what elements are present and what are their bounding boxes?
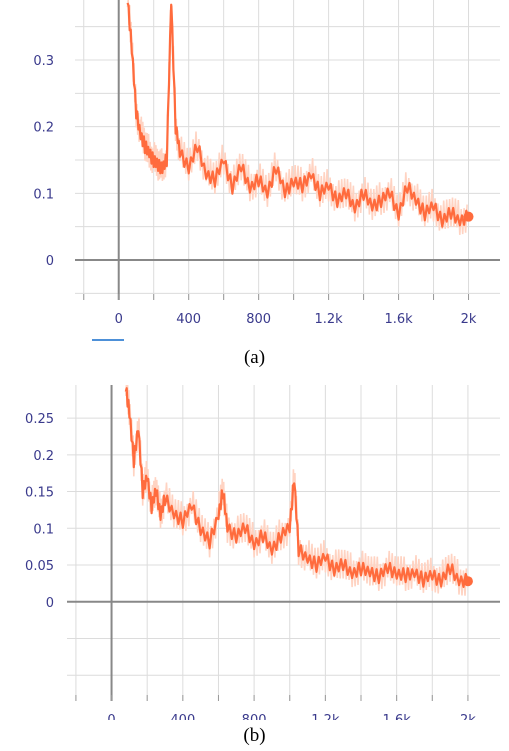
chart-b-y-tick-label: 0: [46, 596, 54, 611]
chart-a-series: [126, 2, 474, 228]
chart-a-y-tick-label: 0.2: [33, 121, 54, 136]
chart-a-x-tick-label: 400: [176, 312, 201, 327]
chart-b-series-line: [124, 387, 469, 588]
chart-b-axes: [67, 385, 500, 701]
chart-a-y-tick-label: 0.3: [33, 54, 54, 69]
chart-a-x-tick-label: 1.6k: [384, 312, 413, 327]
chart-b-caption: (b): [243, 725, 266, 746]
chart-b-x-tick-label: 2k: [460, 713, 476, 720]
chart-a-raw-line: [126, 0, 468, 235]
chart-a-x-tick-label: 1.2k: [314, 312, 343, 327]
chart-b-y-tick-label: 0.15: [25, 486, 54, 501]
chart-a-y-tick-label: 0: [46, 254, 54, 269]
chart-b-series-end-point: [462, 576, 473, 587]
chart-b-tick-labels: 0 400 800 1.2k 1.6k 2k 0 0.05 0.1 0.15 0.2 0.25: [25, 412, 476, 720]
chart-a-tick-labels: 0 400 800 1.2k 1.6k 2k 0 0.1 0.2 0.3: [33, 54, 477, 327]
chart-a-series-line: [126, 2, 470, 228]
chart-b-x-tick-label: 1.2k: [311, 713, 340, 720]
chart-a-x-tick-label: 0: [115, 312, 123, 327]
chart-b-x-tick-label: 400: [170, 713, 195, 720]
chart-a-axes: [75, 0, 500, 300]
chart-a-grid: [75, 0, 500, 300]
chart-b: 0 400 800 1.2k 1.6k 2k 0 0.05 0.1 0.15 0.2 0.25: [25, 384, 500, 720]
chart-a-y-tick-label: 0.1: [33, 187, 54, 202]
chart-b-raw-series: [125, 384, 468, 596]
chart-a-x-tick-label: 800: [246, 312, 271, 327]
chart-b-raw-line: [125, 384, 468, 596]
chart-a-raw-series: [126, 0, 468, 235]
chart-b-y-tick-label: 0.05: [25, 559, 54, 574]
chart-b-y-tick-label: 0.2: [33, 449, 54, 464]
chart-b-series: [124, 387, 473, 588]
chart-b-x-tick-label: 1.6k: [383, 713, 412, 720]
chart-b-y-tick-label: 0.1: [33, 522, 54, 537]
chart-b-y-tick-label: 0.25: [25, 412, 54, 427]
chart-a-caption: (a): [243, 347, 266, 368]
chart-a-series-end-point: [463, 211, 474, 222]
chart-b-x-tick-label: 0: [107, 713, 115, 720]
chart-b-x-tick-label: 800: [242, 713, 267, 720]
chart-a: 0 400 800 1.2k 1.6k 2k 0 0.1 0.2 0.3: [33, 0, 500, 341]
chart-a-x-tick-label: 2k: [461, 312, 477, 327]
